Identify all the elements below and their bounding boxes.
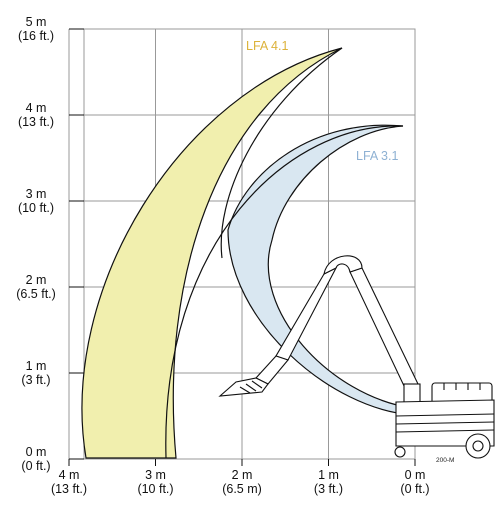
x-tick-label: 1 m (318, 468, 339, 482)
series-labels: LFA 4.1 LFA 3.1 (246, 39, 398, 163)
arm-elbow-joint (323, 255, 363, 275)
lower-arm-segment (349, 267, 419, 389)
x-tick-label: 4 m (59, 468, 80, 482)
lfa-4-1-area (81, 47, 343, 459)
y-tick-label: 5 m (26, 15, 47, 29)
x-tick-label: 3 m (145, 468, 166, 482)
x-tick-label: 2 m (232, 468, 253, 482)
hose-ribs (239, 380, 263, 394)
y-tick-label: 2 m (26, 273, 47, 287)
extraction-unit: 200-M (394, 382, 495, 464)
unit-wheel-hub (472, 440, 484, 452)
unit-body-bands (395, 413, 495, 433)
lfa-3-1-inner-envelope (165, 125, 404, 459)
y-tick-label: 4 m (26, 101, 47, 115)
upper-arm-segment (275, 266, 338, 361)
x-tick-sublabel: (13 ft.) (51, 482, 87, 496)
reach-areas (81, 47, 415, 459)
x-tick-sublabel: (10 ft.) (137, 482, 173, 496)
x-tick-sublabel: (0 ft.) (400, 482, 429, 496)
series-label-lfa-3-1: LFA 3.1 (356, 149, 398, 163)
y-tick-label: 1 m (26, 359, 47, 373)
unit-column (403, 383, 421, 405)
x-tick-label: 0 m (405, 468, 426, 482)
extraction-hood (218, 377, 269, 397)
lfa-4-1-envelope-edge (220, 47, 343, 259)
y-tick-label: 3 m (26, 187, 47, 201)
y-tick-sublabel: (0 ft.) (21, 459, 50, 473)
unit-caster-wheel (394, 446, 406, 458)
extraction-arm (218, 255, 419, 397)
unit-top-ribs (443, 383, 481, 390)
axis-layer: 5 m(16 ft.)4 m(13 ft.)3 m(10 ft.)2 m(6.5… (16, 15, 429, 496)
x-tick-sublabel: (3 ft.) (314, 482, 343, 496)
lfa-3-1-area (227, 124, 415, 416)
y-tick-sublabel: (6.5 ft.) (16, 287, 56, 301)
series-label-lfa-4-1: LFA 4.1 (246, 39, 288, 53)
unit-model-label: 200-M (436, 457, 454, 464)
y-tick-sublabel: (16 ft.) (18, 29, 54, 43)
y-tick-sublabel: (13 ft.) (18, 115, 54, 129)
y-tick-sublabel: (10 ft.) (18, 201, 54, 215)
x-tick-sublabel: (6.5 m) (222, 482, 262, 496)
y-tick-label: 0 m (26, 445, 47, 459)
y-tick-sublabel: (3 ft.) (21, 373, 50, 387)
